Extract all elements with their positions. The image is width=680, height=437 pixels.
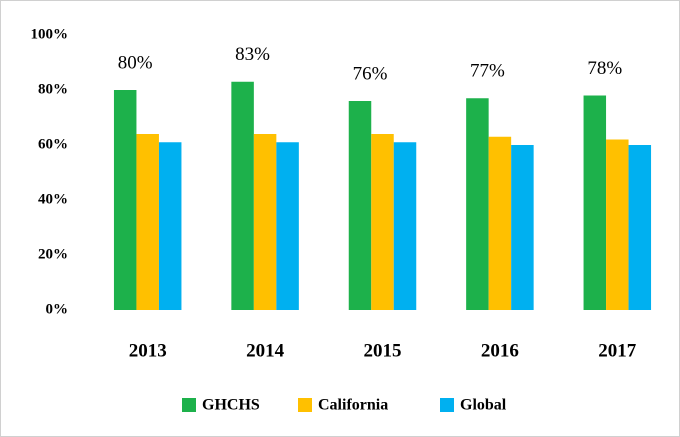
legend-label: California: [318, 397, 388, 414]
y-tick-label: 60%: [38, 136, 68, 152]
x-tick-label: 2015: [364, 340, 402, 361]
legend-swatch: [182, 398, 196, 412]
legend-label: GHCHS: [202, 397, 260, 414]
bar: [136, 134, 159, 310]
y-tick-label: 100%: [31, 26, 69, 42]
bar: [606, 139, 629, 310]
bar: [393, 142, 417, 310]
y-tick-label: 20%: [38, 246, 68, 262]
y-tick-label: 0%: [46, 301, 69, 317]
data-label: 76%: [353, 63, 388, 84]
y-tick-label: 40%: [38, 191, 68, 207]
bar: [488, 136, 512, 310]
bar: [466, 98, 489, 310]
x-tick-label: 2014: [246, 340, 285, 361]
bar: [583, 95, 607, 310]
bar: [158, 142, 182, 310]
y-tick-label: 80%: [38, 81, 68, 97]
data-label: 77%: [470, 61, 505, 82]
x-tick-label: 2017: [598, 340, 637, 361]
bar: [348, 101, 372, 310]
bar: [113, 90, 137, 310]
bar: [231, 81, 254, 310]
bar: [276, 142, 299, 310]
bar: [628, 145, 652, 310]
x-tick-label: 2016: [481, 340, 519, 361]
legend-swatch: [298, 398, 312, 412]
bar: [511, 145, 534, 310]
data-label: 80%: [118, 52, 153, 73]
bar: [253, 134, 277, 310]
data-label: 83%: [235, 44, 270, 65]
data-label: 78%: [587, 58, 622, 79]
bar: [371, 134, 394, 310]
legend-swatch: [440, 398, 454, 412]
legend-label: Global: [460, 397, 507, 414]
x-tick-label: 2013: [129, 340, 167, 361]
